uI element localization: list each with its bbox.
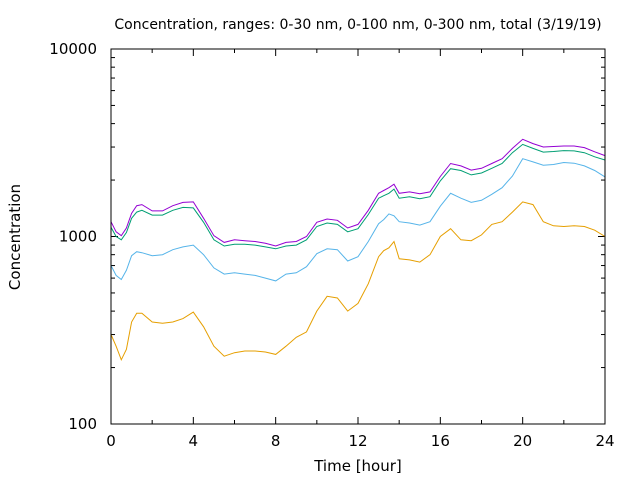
x-tick-label: 0 — [106, 432, 116, 450]
y-tick-label: 10000 — [49, 40, 97, 58]
x-tick-label: 4 — [189, 432, 199, 450]
y-axis-label-group: Concentration — [6, 184, 24, 290]
series-line-4 — [110, 138, 606, 247]
x-tick-label: 24 — [595, 432, 614, 450]
plot-series — [110, 138, 606, 362]
x-axis-label: Time [hour] — [313, 457, 402, 475]
x-tick-label: 8 — [271, 432, 281, 450]
series-line-2 — [110, 158, 606, 282]
x-tick-label: 12 — [348, 432, 367, 450]
x-tick-label: 20 — [513, 432, 532, 450]
chart-title: Concentration, ranges: 0-30 nm, 0-100 nm… — [114, 17, 601, 33]
axis-tick-labels: 0 4 8 12 16 20 24 100 1000 10000 — [49, 40, 614, 450]
x-tick-label: 16 — [431, 432, 450, 450]
plot-frame — [110, 48, 606, 425]
y-tick-label: 100 — [68, 415, 97, 433]
y-tick-label: 1000 — [59, 228, 97, 246]
series-line-1 — [110, 201, 606, 362]
y-axis-label: Concentration — [6, 184, 24, 290]
axis-ticks — [110, 48, 606, 425]
series-line-3 — [110, 143, 606, 250]
